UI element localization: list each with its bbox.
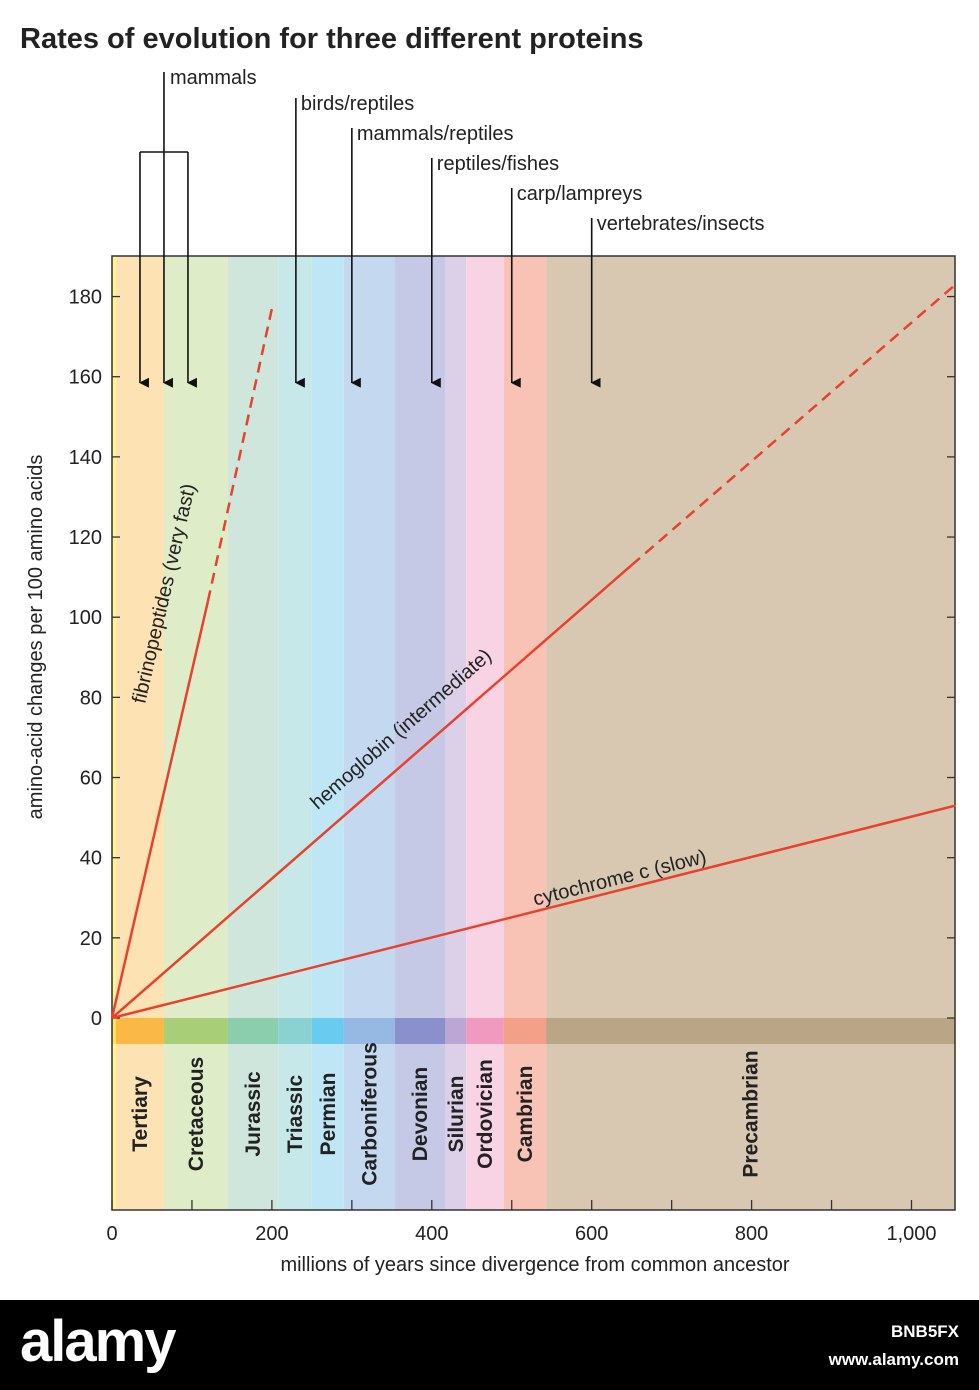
series-line	[110, 600, 210, 1019]
period-label: Permian	[317, 1073, 340, 1156]
y-tick-label: 80	[80, 687, 102, 709]
marker-label: mammals/reptiles	[357, 123, 514, 145]
period-bar-strip	[546, 1018, 955, 1044]
period-bar-bg	[395, 1018, 446, 1210]
watermark-footer	[0, 1300, 979, 1390]
marker-label: birds/reptiles	[301, 93, 414, 115]
period-label: Precambrian	[740, 1050, 763, 1177]
period-band	[466, 256, 504, 1018]
chart: Rates of evolution for three different p…	[20, 23, 957, 1276]
y-axis-label: amino-acid changes per 100 amino acids	[25, 455, 47, 820]
period-bar-strip	[503, 1018, 547, 1044]
period-band	[227, 256, 279, 1018]
x-tick-label: 200	[255, 1223, 288, 1245]
period-label: Ordovician	[474, 1059, 497, 1169]
period-label: Devonian	[409, 1067, 432, 1162]
x-tick-label: 600	[575, 1223, 608, 1245]
x-tick-label: 1,000	[886, 1223, 936, 1245]
marker-label: reptiles/fishes	[437, 153, 559, 175]
period-label: Triassic	[284, 1075, 307, 1154]
series-line	[111, 564, 633, 1019]
period-band	[395, 256, 446, 1018]
period-bar-strip	[112, 1018, 116, 1044]
period-label: Tertiary	[129, 1076, 152, 1152]
period-label: Jurassic	[242, 1071, 265, 1157]
x-tick-label: 400	[415, 1223, 448, 1245]
period-label: Silurian	[445, 1075, 468, 1152]
axes: 0 20 40 60 80 100 120 140 160 180 0 200 400 600 800 1,0…	[69, 255, 956, 1245]
y-tick-label: 160	[69, 367, 102, 389]
period-bar-bg	[278, 1018, 312, 1210]
period-bar-bg	[503, 1018, 547, 1210]
marker-label: mammals	[170, 67, 257, 89]
period-band	[311, 256, 344, 1018]
y-tick-label: 0	[91, 1008, 102, 1030]
period-bar-bg	[115, 1018, 164, 1210]
marker-label: vertebrates/insects	[597, 213, 765, 235]
period-label: Cretaceous	[185, 1057, 208, 1171]
period-bar-strip	[445, 1018, 467, 1044]
period-bar-strip	[278, 1018, 312, 1044]
y-tick-label: 180	[69, 287, 102, 309]
period-label: Cambrian	[514, 1066, 537, 1163]
period-bar-strip	[395, 1018, 446, 1044]
watermark-image-id: BNB5FX	[890, 1322, 959, 1341]
period-bar-strip	[343, 1018, 396, 1044]
y-tick-label: 20	[80, 928, 102, 950]
period-band	[546, 256, 955, 1018]
series-line-dashed	[206, 308, 274, 602]
period-bar-strip	[311, 1018, 344, 1044]
period-timescale-bar: Tertiary Cretaceous Jurassic Triassic Permia…	[112, 1018, 955, 1210]
series-line	[111, 804, 956, 1020]
period-band	[445, 256, 467, 1018]
series-lines	[110, 283, 957, 1020]
y-tick-label: 120	[69, 527, 102, 549]
period-bar-bg	[466, 1018, 504, 1210]
watermark-brand: alamy	[20, 1309, 176, 1374]
y-tick-label: 40	[80, 848, 102, 870]
y-tick-label: 100	[69, 607, 102, 629]
period-bar-bg	[546, 1018, 955, 1210]
period-label: Carboniferous	[358, 1042, 381, 1186]
period-bar-bg	[163, 1018, 228, 1210]
period-bar-bg	[112, 1018, 116, 1210]
period-bar-strip	[466, 1018, 504, 1044]
y-tick-label: 60	[80, 768, 102, 790]
period-band	[112, 256, 116, 1018]
divergence-markers: mammals birds/reptiles mammals/reptiles rep…	[138, 67, 765, 388]
plot-frame	[111, 255, 956, 1211]
period-bar-bg	[311, 1018, 344, 1210]
period-band	[163, 256, 228, 1018]
period-bar-strip	[227, 1018, 279, 1044]
period-bands	[112, 256, 955, 1018]
watermark-url: www.alamy.com	[828, 1350, 959, 1369]
chart-title: Rates of evolution for three different p…	[20, 23, 644, 55]
period-bar-bg	[343, 1018, 396, 1210]
x-tick-label: 800	[735, 1223, 768, 1245]
y-tick-label: 140	[69, 447, 102, 469]
period-bar-strip	[163, 1018, 228, 1044]
marker-label: carp/lampreys	[517, 183, 643, 205]
period-bar-bg	[445, 1018, 467, 1210]
period-bar-strip	[115, 1018, 164, 1044]
period-bar-bg	[227, 1018, 279, 1210]
x-axis-label: millions of years since divergence from …	[280, 1254, 789, 1276]
x-tick-label: 0	[106, 1223, 117, 1245]
